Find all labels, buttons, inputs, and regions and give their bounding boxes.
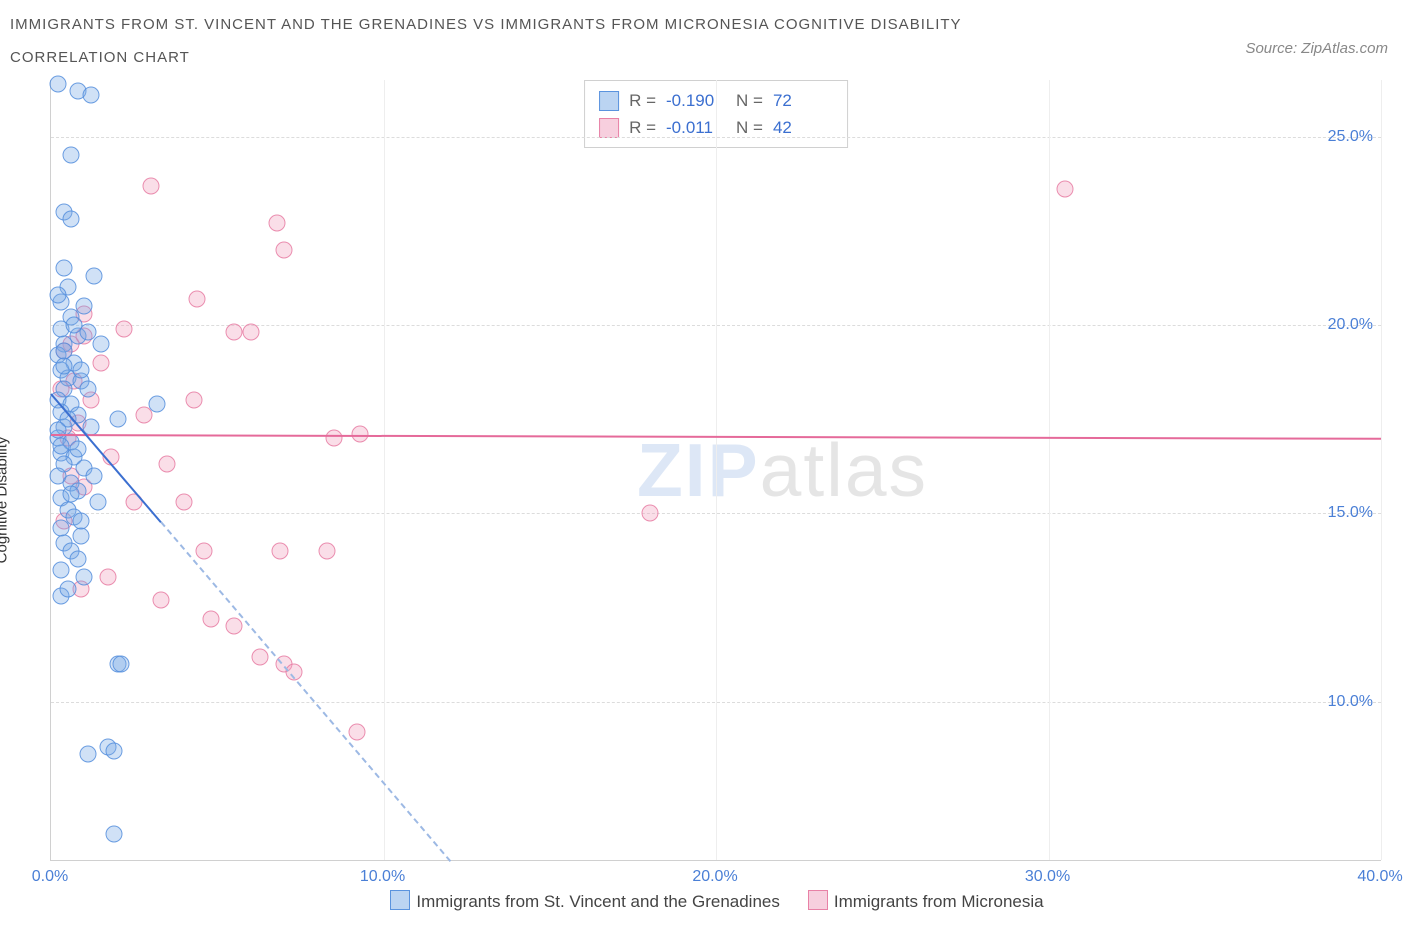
- data-point: [49, 286, 66, 303]
- data-point: [272, 543, 289, 560]
- data-point: [76, 569, 93, 586]
- data-point: [176, 494, 193, 511]
- data-point: [86, 467, 103, 484]
- legend-swatch: [599, 118, 619, 138]
- legend-swatch: [808, 890, 828, 910]
- data-point: [185, 392, 202, 409]
- y-tick-label: 20.0%: [1328, 316, 1373, 334]
- data-point: [109, 411, 126, 428]
- y-tick-label: 10.0%: [1328, 693, 1373, 711]
- data-point: [62, 486, 79, 503]
- data-point: [62, 147, 79, 164]
- data-point: [49, 422, 66, 439]
- data-point: [225, 618, 242, 635]
- data-point: [99, 569, 116, 586]
- data-point: [92, 354, 109, 371]
- source-attribution: Source: ZipAtlas.com: [1245, 40, 1388, 57]
- data-point: [69, 441, 86, 458]
- data-point: [112, 656, 129, 673]
- stat-r-value: -0.190: [666, 87, 726, 114]
- correlation-chart: Cognitive Disability ZIPatlas R =-0.190N…: [10, 80, 1396, 920]
- chart-title-line1: IMMIGRANTS FROM ST. VINCENT AND THE GREN…: [10, 8, 1406, 41]
- data-point: [52, 437, 69, 454]
- y-tick-label: 25.0%: [1328, 128, 1373, 146]
- data-point: [116, 320, 133, 337]
- data-point: [142, 177, 159, 194]
- data-point: [72, 527, 89, 544]
- data-point: [79, 324, 96, 341]
- data-point: [79, 380, 96, 397]
- data-point: [1057, 181, 1074, 198]
- gridline-v: [1049, 80, 1050, 860]
- stat-n-label: N =: [736, 87, 763, 114]
- legend-swatch: [599, 91, 619, 111]
- data-point: [59, 580, 76, 597]
- data-point: [195, 543, 212, 560]
- data-point: [106, 825, 123, 842]
- data-point: [56, 260, 73, 277]
- gridline-v: [716, 80, 717, 860]
- plot-area: ZIPatlas R =-0.190N =72R =-0.011N =42 10…: [50, 80, 1381, 861]
- watermark: ZIPatlas: [637, 427, 928, 513]
- data-point: [52, 561, 69, 578]
- x-tick-label: 0.0%: [32, 868, 68, 886]
- data-point: [159, 456, 176, 473]
- data-point: [106, 742, 123, 759]
- x-tick-label: 40.0%: [1357, 868, 1402, 886]
- data-point: [242, 324, 259, 341]
- y-axis-label: Cognitive Disability: [0, 437, 11, 564]
- y-tick-label: 15.0%: [1328, 504, 1373, 522]
- data-point: [252, 648, 269, 665]
- chart-title-line2: CORRELATION CHART: [10, 41, 1406, 74]
- data-point: [275, 241, 292, 258]
- data-point: [49, 75, 66, 92]
- x-tick-label: 10.0%: [360, 868, 405, 886]
- data-point: [82, 87, 99, 104]
- data-point: [62, 211, 79, 228]
- data-point: [56, 358, 73, 375]
- data-point: [86, 267, 103, 284]
- watermark-part1: ZIP: [637, 428, 760, 512]
- data-point: [72, 362, 89, 379]
- data-point: [69, 550, 86, 567]
- legend-series-label: Immigrants from Micronesia: [834, 892, 1044, 911]
- data-point: [348, 723, 365, 740]
- data-point: [269, 215, 286, 232]
- data-point: [149, 396, 166, 413]
- stat-n-value: 72: [773, 87, 833, 114]
- data-point: [92, 335, 109, 352]
- data-point: [641, 505, 658, 522]
- data-point: [152, 592, 169, 609]
- data-point: [202, 610, 219, 627]
- data-point: [225, 324, 242, 341]
- stat-r-label: R =: [629, 87, 656, 114]
- watermark-part2: atlas: [760, 428, 928, 512]
- data-point: [318, 543, 335, 560]
- gridline-v: [384, 80, 385, 860]
- gridline-v: [1381, 80, 1382, 860]
- legend-swatch: [390, 890, 410, 910]
- data-point: [189, 290, 206, 307]
- data-point: [325, 429, 342, 446]
- data-point: [79, 746, 96, 763]
- x-tick-label: 30.0%: [1025, 868, 1070, 886]
- trend-line: [160, 521, 451, 861]
- data-point: [76, 298, 93, 315]
- data-point: [72, 512, 89, 529]
- data-point: [89, 494, 106, 511]
- x-tick-label: 20.0%: [692, 868, 737, 886]
- series-legend: Immigrants from St. Vincent and the Gren…: [10, 890, 1396, 912]
- legend-series-label: Immigrants from St. Vincent and the Gren…: [416, 892, 779, 911]
